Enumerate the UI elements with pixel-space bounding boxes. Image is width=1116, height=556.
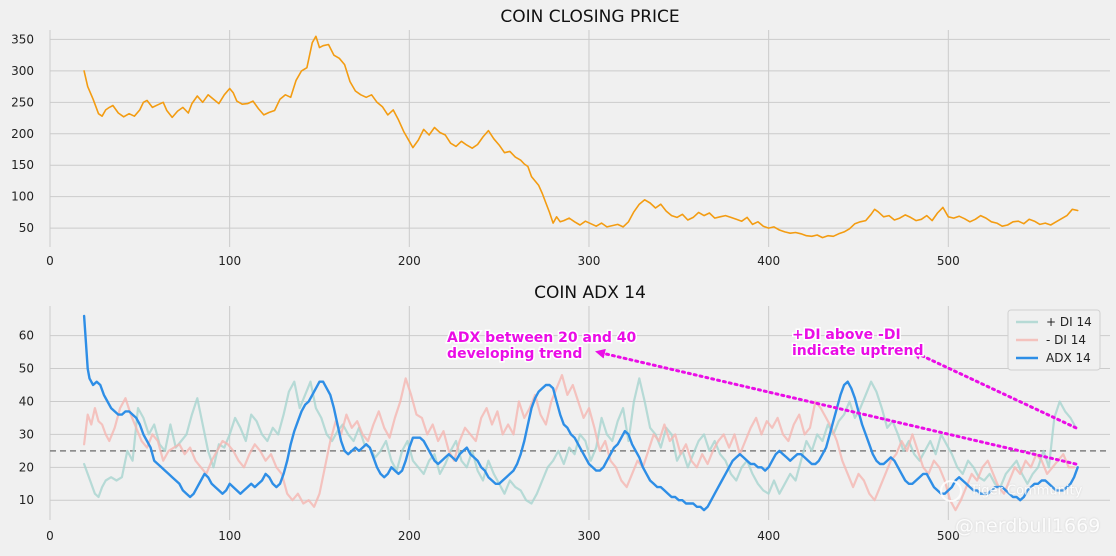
- chart-title: COIN CLOSING PRICE: [500, 7, 679, 27]
- y-tick-label: 40: [19, 394, 34, 408]
- y-tick-label: 150: [11, 158, 34, 172]
- series-line-di-14: [83, 377, 1077, 505]
- series-line-close: [83, 35, 1079, 239]
- annotation-line: +DI above -DI: [792, 327, 901, 343]
- y-tick-label: 30: [19, 427, 34, 441]
- series-line-adx-14: [82, 314, 1079, 512]
- annotation-line: ADX between 20 and 40: [447, 330, 637, 346]
- legend: + DI 14 - DI 14 ADX 14: [1007, 309, 1101, 371]
- x-tick-label: 0: [46, 529, 54, 543]
- chart-panel-2: 0 100 200 300 400 500 10 20 30 40 50 60 COIN ADX 14 A…: [19, 283, 1110, 543]
- annotation-line: indicate uptrend: [792, 343, 923, 359]
- chart-panel-1: 0 100 200 300 400 500 50 100 150 200 250 300 350 COIN…: [11, 7, 1110, 268]
- y-tick-label: 300: [11, 64, 34, 78]
- annotation-arrow-1: [595, 348, 1078, 466]
- series-line-di-14: [83, 374, 1076, 512]
- watermark-community-text: Tiger Community: [970, 483, 1083, 499]
- y-tick-label: 50: [19, 362, 34, 376]
- x-tick-label: 100: [218, 254, 241, 268]
- annotation-line: developing trend: [447, 346, 582, 362]
- y-tick-label: 10: [19, 493, 34, 507]
- annotation-text-1: ADX between 20 and 40 developing trend: [447, 330, 637, 362]
- x-tick-label: 400: [757, 529, 780, 543]
- y-tick-label: 200: [11, 127, 34, 141]
- chart-title: COIN ADX 14: [534, 283, 646, 303]
- x-tick-label: 300: [578, 529, 601, 543]
- y-tick-label: 250: [11, 95, 34, 109]
- x-tick-label: 0: [46, 254, 54, 268]
- legend-label: + DI 14: [1046, 315, 1092, 329]
- x-tick-label: 300: [578, 254, 601, 268]
- tiger-logo-icon: [940, 480, 962, 502]
- y-tick-label: 50: [19, 221, 34, 235]
- x-tick-label: 500: [937, 529, 960, 543]
- legend-box: [1007, 309, 1101, 371]
- y-tick-label: 350: [11, 32, 34, 46]
- y-tick-label: 60: [19, 329, 34, 343]
- legend-label: ADX 14: [1046, 351, 1091, 365]
- watermark-community: Tiger Community: [940, 480, 1082, 502]
- plot-area: [50, 30, 1110, 247]
- y-tick-label: 100: [11, 190, 34, 204]
- x-tick-label: 500: [937, 254, 960, 268]
- annotation-arrow-2: [911, 350, 1078, 430]
- watermark-handle: @nerdbull1669: [955, 515, 1101, 537]
- x-tick-label: 400: [757, 254, 780, 268]
- x-tick-label: 200: [398, 529, 421, 543]
- x-tick-label: 100: [218, 529, 241, 543]
- legend-label: - DI 14: [1046, 333, 1086, 347]
- y-tick-label: 20: [19, 460, 34, 474]
- annotation-text-2: +DI above -DI indicate uptrend: [792, 327, 923, 359]
- x-tick-label: 200: [398, 254, 421, 268]
